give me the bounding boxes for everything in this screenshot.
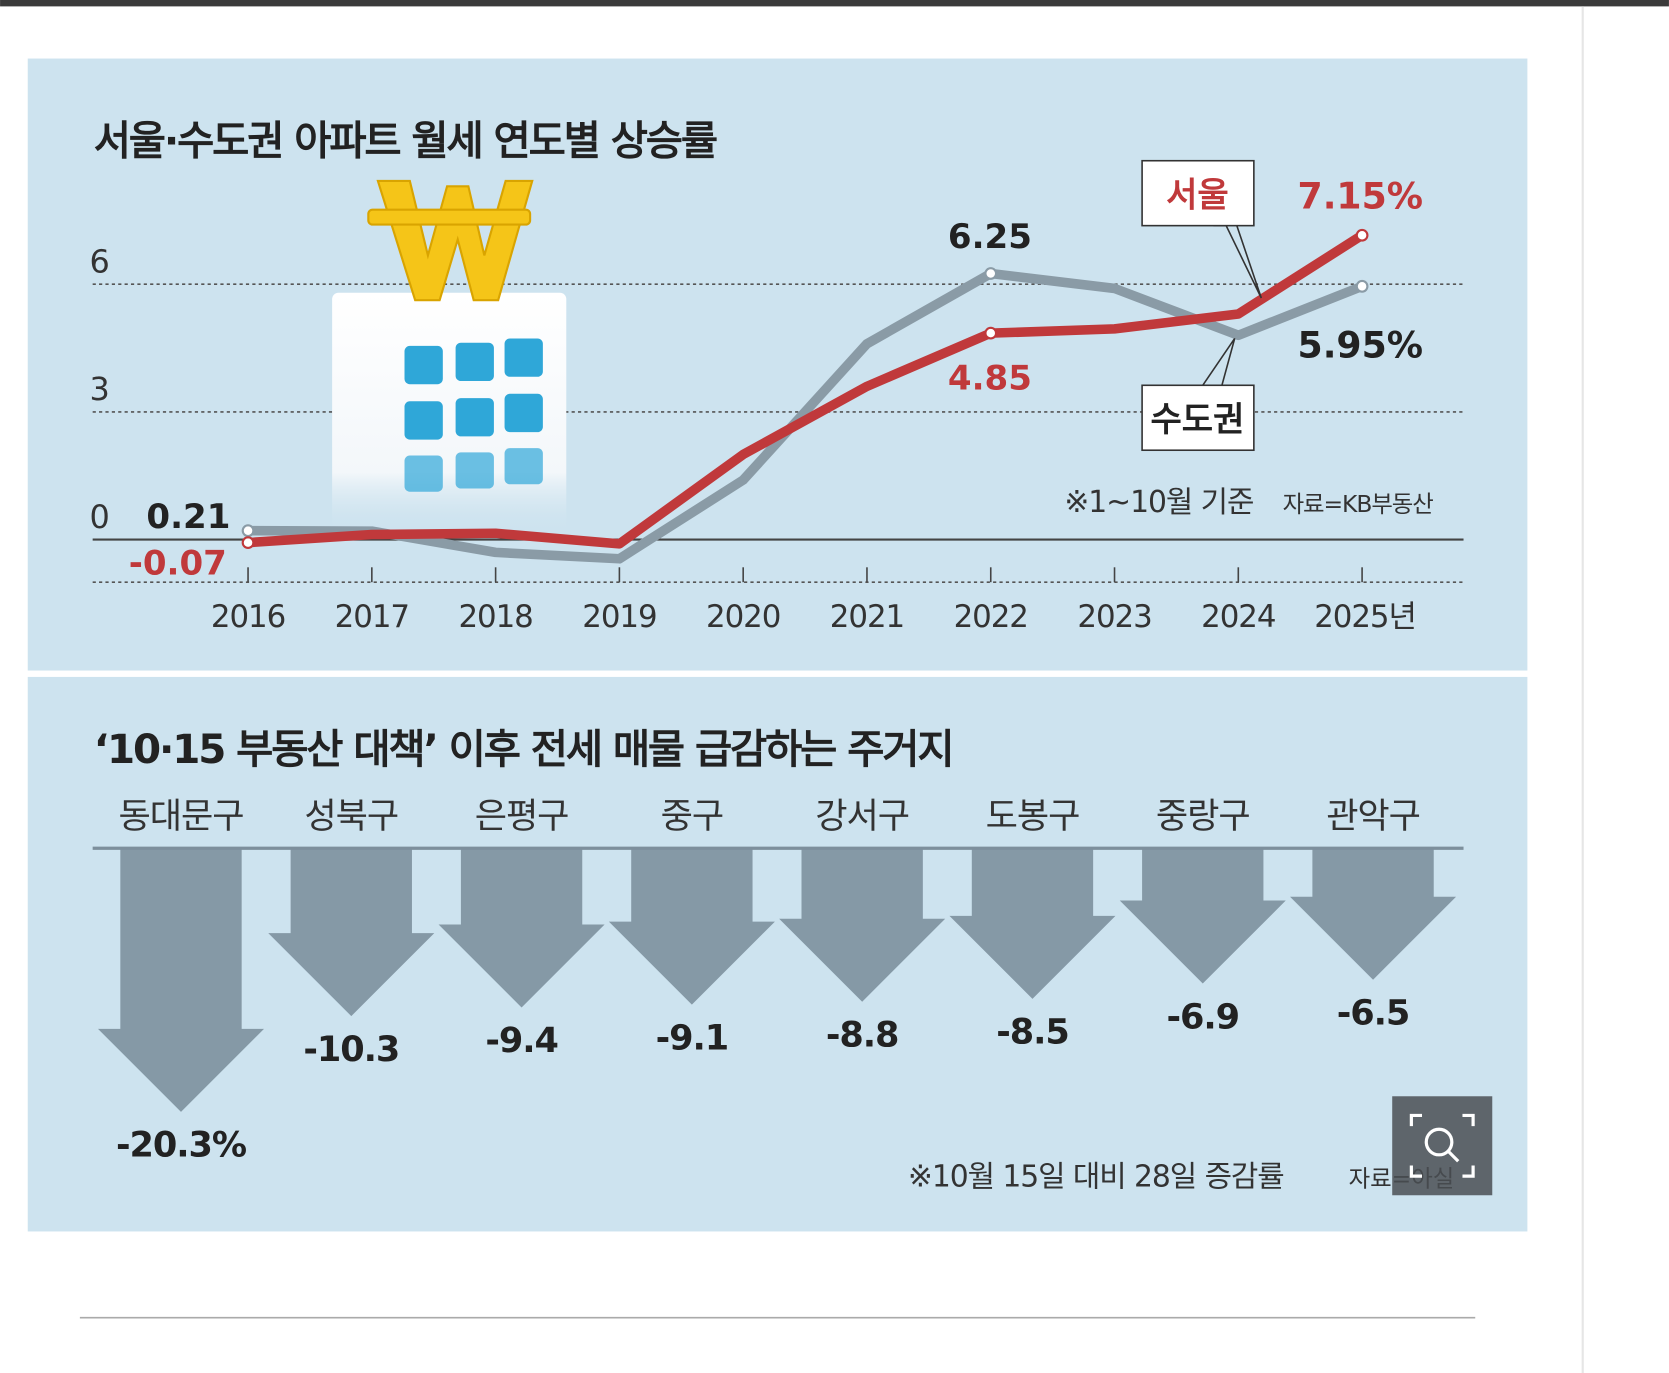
data-point xyxy=(241,536,255,549)
won-sign-icon xyxy=(367,179,534,302)
x-tick-label: 2019 xyxy=(582,599,656,635)
legend-seoul-label: 서울 xyxy=(1166,175,1229,215)
seoul-end-label: 7.15% xyxy=(1298,175,1424,218)
bar-chart-note: ※10월 15일 대비 28일 증감률 xyxy=(908,1160,1284,1195)
bar-arrow xyxy=(1119,848,1286,984)
line-chart-panel xyxy=(27,58,1528,671)
x-tick-labels: 2016 2017 2018 2019 2020 2021 2022 2023 2024 2025… xyxy=(211,567,1417,635)
bar-arrow xyxy=(268,848,435,1017)
x-tick-label: 2017 xyxy=(335,599,409,635)
bar-category-label: 강서구 xyxy=(815,796,909,837)
x-tick-label: 2024 xyxy=(1201,599,1275,635)
bar-arrow xyxy=(949,848,1116,999)
bar-category-label: 중랑구 xyxy=(1156,796,1250,837)
bar-arrow xyxy=(779,848,946,1002)
zoom-button[interactable] xyxy=(1392,1096,1493,1196)
bar-category-label: 은평구 xyxy=(475,796,569,837)
legend-metro-callout: 수도권 xyxy=(1141,338,1255,452)
series-line-seoul xyxy=(247,231,1365,549)
x-tick-label: 2018 xyxy=(458,599,532,635)
x-tick-label: 2025년 xyxy=(1314,599,1416,635)
bar-arrow xyxy=(97,848,265,1112)
x-tick-label: 2016 xyxy=(211,599,285,635)
line-chart-note: ※1~10월 기준 xyxy=(1064,485,1253,520)
data-point xyxy=(984,267,998,280)
legend-seoul-callout: 서울 xyxy=(1141,159,1263,299)
data-point xyxy=(1355,279,1369,293)
magnifier-zoom-icon xyxy=(1409,1113,1475,1178)
x-tick-label: 2021 xyxy=(830,599,904,635)
y-tick-label: 6 xyxy=(89,242,109,280)
y-tick-label: 3 xyxy=(89,370,109,408)
building-illustration xyxy=(332,292,567,533)
bar-arrow xyxy=(1290,848,1457,980)
bar-value-label: -9.1 xyxy=(656,1017,729,1058)
y-tick-labels: 6 3 0 xyxy=(89,242,109,535)
metro-start-label: 0.21 xyxy=(146,497,230,537)
bar-category-label: 관악구 xyxy=(1326,796,1420,837)
bar-category-label: 성북구 xyxy=(304,796,398,837)
seoul-2022-label: 4.85 xyxy=(948,359,1032,399)
bar-value-label: -6.9 xyxy=(1167,996,1240,1037)
x-tick-label: 2022 xyxy=(954,599,1028,635)
line-chart-source: 자료=KB부동산 xyxy=(1283,490,1434,518)
bar-chart-title: ‘10·15 부동산 대책’ 이후 전세 매물 급감하는 주거지 xyxy=(94,725,953,773)
bar-category-label: 중구 xyxy=(661,796,723,837)
data-point xyxy=(241,524,255,538)
seoul-start-label: -0.07 xyxy=(129,544,227,584)
y-tick-label: 0 xyxy=(89,498,109,536)
data-point xyxy=(984,326,998,340)
bar-value-label: -8.5 xyxy=(996,1012,1069,1053)
bar-category-label: 동대문구 xyxy=(119,796,244,837)
bar-value-label: -10.3 xyxy=(303,1029,399,1070)
metro-2022-label: 6.25 xyxy=(948,217,1032,257)
bar-arrow xyxy=(438,848,605,1008)
data-point xyxy=(1355,228,1369,242)
bar-series: 동대문구 -20.3% 성북구 -10.3 은평구 -9.4 중구 -9.1 강서구 -8.8 도봉… xyxy=(97,796,1457,1166)
x-tick-label: 2023 xyxy=(1077,599,1151,635)
bar-chart-panel xyxy=(27,676,1528,1232)
top-bar xyxy=(0,0,1669,7)
bar-value-label: -6.5 xyxy=(1337,992,1410,1033)
line-series xyxy=(241,228,1369,564)
metro-end-label: 5.95% xyxy=(1298,324,1424,367)
bar-value-label: -9.4 xyxy=(485,1020,558,1061)
legend-metro-label: 수도권 xyxy=(1150,400,1244,440)
bar-arrow xyxy=(608,848,775,1005)
series-line-metro xyxy=(248,268,1364,564)
bar-value-label: -8.8 xyxy=(826,1014,899,1055)
bar-value-label: -20.3% xyxy=(116,1125,247,1166)
bar-category-label: 도봉구 xyxy=(986,796,1080,837)
line-chart-title: 서울·수도권 아파트 월세 연도별 상승률 xyxy=(94,116,717,164)
x-tick-label: 2020 xyxy=(706,599,780,635)
